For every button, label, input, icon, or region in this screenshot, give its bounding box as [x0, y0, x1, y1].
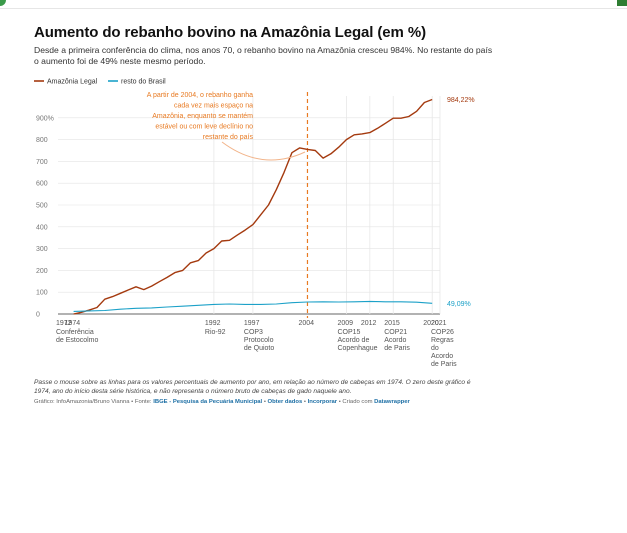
x-tick-label: 2004	[298, 320, 314, 327]
x-tick-sublabel: COP3	[244, 329, 263, 336]
x-tick-sublabel: Regras	[431, 337, 454, 344]
legend-label: resto do Brasil	[121, 79, 166, 86]
x-tick-label: 2015	[384, 320, 400, 327]
datawrapper-link[interactable]: Datawrapper	[374, 399, 410, 405]
x-tick-sublabel: de Estocolmo	[56, 337, 99, 344]
source-prefix: Gráfico: InfoAmazonia/Bruno Vianna • Fon…	[34, 399, 154, 405]
y-tick-label: 300	[36, 246, 48, 253]
x-tick-sublabel: COP21	[384, 329, 407, 336]
annotation-arrow	[221, 141, 306, 161]
chart-title: Aumento do rebanho bovino na Amazônia Le…	[34, 24, 426, 41]
x-tick-sublabel: do	[431, 345, 439, 352]
x-tick-sublabel: Acordo	[431, 353, 453, 360]
corner-logo-icon	[0, 0, 6, 6]
series-end-label: 984,22%	[447, 97, 475, 104]
top-strip	[0, 0, 627, 9]
y-tick-label: 500	[36, 203, 48, 210]
annotation-text: A partir de 2004, o rebanho ganha cada ve…	[147, 92, 254, 141]
source-link-ibge[interactable]: IBGE - Pesquisa da Pecuária Municipal	[153, 399, 263, 405]
x-tick-sublabel: Acordo de	[337, 337, 369, 344]
x-tick-sublabel: Protocolo	[244, 337, 274, 344]
x-tick-sublabel: de Paris	[431, 361, 457, 368]
chart-subtitle: Desde a primeira conferência do clima, n…	[34, 45, 493, 66]
chart-source: Gráfico: InfoAmazonia/Bruno Vianna • Fon…	[34, 399, 410, 405]
x-tick-sublabel: COP15	[337, 329, 360, 336]
x-tick-label: 2012	[361, 320, 377, 327]
x-tick-label: 2009	[337, 320, 353, 327]
x-tick-sublabel: Conferência	[56, 329, 94, 336]
x-tick-sublabel: COP26	[431, 329, 454, 336]
x-tick-label: 2020	[423, 320, 439, 327]
y-tick-label: 100	[36, 290, 48, 297]
y-tick-label: 700	[36, 159, 48, 166]
y-tick-label: 800	[36, 137, 48, 144]
series-line-amazonia-legal	[73, 98, 433, 315]
x-tick-label: 1992	[205, 320, 221, 327]
x-tick-sublabel: de Quioto	[244, 345, 274, 352]
x-tick-label: 1972	[56, 320, 72, 327]
y-tick-label: 400	[36, 224, 48, 231]
get-data-link[interactable]: Obter dados	[267, 399, 303, 405]
corner-accent	[617, 0, 627, 6]
x-tick-sublabel: Acordo	[384, 337, 406, 344]
x-tick-label: 2021	[431, 320, 447, 327]
y-tick-label: 900%	[36, 115, 54, 122]
y-tick-label: 200	[36, 268, 48, 275]
x-tick-label: 1974	[65, 320, 81, 327]
legend-label: Amazônia Legal	[47, 79, 98, 86]
embed-link[interactable]: Incorporar	[307, 399, 338, 405]
x-tick-label: 1997	[244, 320, 260, 327]
y-tick-label: 600	[36, 181, 48, 188]
series-end-label: 49,09%	[447, 301, 471, 308]
x-tick-sublabel: Copenhague	[337, 345, 377, 352]
series-line-resto-do-brasil	[73, 300, 433, 312]
x-tick-sublabel: de Paris	[384, 345, 410, 352]
y-tick-label: 0	[36, 312, 40, 319]
chart-note: Passe o mouse sobre as linhas para os va…	[34, 379, 471, 395]
x-tick-sublabel: Rio-92	[205, 329, 226, 336]
